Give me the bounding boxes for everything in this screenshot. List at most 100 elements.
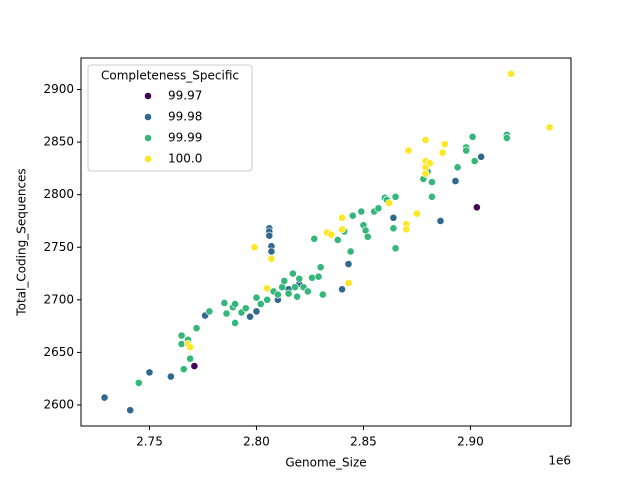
point (314, 272, 323, 281)
y-tick-label: 2850 (43, 135, 74, 149)
point (284, 289, 293, 298)
point (265, 231, 274, 240)
point (293, 292, 302, 301)
y-tick-label: 2650 (43, 345, 74, 359)
point (391, 244, 400, 253)
point (344, 279, 353, 287)
point (389, 213, 398, 222)
plot-frame (80, 57, 572, 427)
point (192, 324, 201, 333)
x-tick-label: 2.80 (243, 435, 270, 449)
point (263, 284, 272, 293)
point (333, 235, 342, 244)
legend-marker (144, 155, 152, 163)
point (453, 163, 462, 172)
point (267, 254, 276, 263)
point (190, 362, 199, 370)
point (462, 146, 471, 155)
point (222, 309, 231, 318)
point (241, 304, 250, 313)
point (421, 136, 430, 144)
point (389, 224, 398, 233)
point (310, 234, 319, 243)
legend-marker (144, 134, 152, 142)
point (220, 299, 229, 307)
point (126, 406, 135, 415)
point (357, 207, 366, 216)
point (502, 134, 511, 142)
legend-label: 99.98 (168, 110, 202, 124)
x-tick-label: 2.90 (457, 435, 484, 449)
point (186, 354, 195, 363)
point (308, 273, 316, 282)
point (428, 178, 436, 186)
x-axis-label: Genome_Size (285, 456, 366, 470)
legend-marker (144, 92, 152, 100)
point (318, 290, 327, 299)
point (428, 192, 436, 201)
point (385, 199, 394, 207)
point (231, 300, 239, 308)
point (451, 177, 460, 185)
point (303, 287, 312, 296)
point (338, 225, 346, 234)
point (477, 152, 486, 161)
point (425, 159, 434, 168)
point (252, 307, 261, 316)
point (291, 283, 299, 292)
point (186, 343, 195, 352)
point (438, 148, 447, 157)
y-tick-label: 2750 (43, 240, 74, 254)
point (421, 169, 430, 178)
x-tick-label: 2.75 (136, 435, 163, 449)
point (145, 368, 154, 377)
x-offset-label: 1e6 (548, 454, 571, 468)
point (468, 132, 477, 141)
point (402, 225, 411, 234)
point (316, 263, 325, 272)
y-tick-label: 2900 (43, 82, 74, 96)
point (404, 146, 413, 155)
point (100, 393, 109, 402)
point (338, 285, 346, 294)
point (472, 203, 481, 212)
point (344, 260, 353, 268)
point (440, 140, 449, 149)
point (507, 69, 515, 78)
y-tick-label: 2700 (43, 292, 74, 306)
legend-label: 99.99 (168, 131, 202, 145)
point (374, 204, 383, 213)
y-tick-label: 2600 (43, 397, 74, 411)
point (346, 247, 355, 256)
point (327, 230, 336, 239)
point (436, 217, 445, 225)
point (231, 319, 239, 327)
point (267, 247, 276, 256)
point (256, 300, 265, 308)
point (338, 213, 346, 222)
point (263, 295, 272, 304)
point (288, 269, 297, 278)
point (246, 312, 254, 321)
point (273, 290, 282, 299)
point (348, 211, 357, 220)
point (280, 277, 289, 285)
point (363, 232, 372, 241)
point (252, 293, 261, 302)
legend-marker (144, 113, 152, 121)
point (295, 274, 304, 283)
point (545, 123, 554, 132)
point (205, 307, 214, 316)
point (179, 365, 188, 374)
point (250, 243, 259, 252)
legend-title: Completeness_Specific (101, 69, 239, 83)
point (391, 192, 400, 201)
legend-label: 99.97 (168, 89, 202, 103)
y-axis-label: Total_Coding_Sequences (15, 168, 29, 316)
y-tick-label: 2800 (43, 187, 74, 201)
legend-label: 100.0 (168, 152, 202, 166)
x-tick-label: 2.85 (350, 435, 377, 449)
point (470, 157, 479, 165)
point (134, 378, 143, 387)
